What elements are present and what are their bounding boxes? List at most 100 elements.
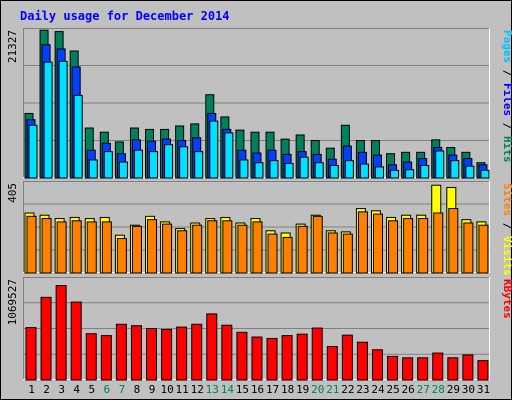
bar-sites-day-11 — [177, 230, 188, 274]
x-tick-label: 13 — [206, 383, 219, 396]
bar-pages-day-6 — [103, 151, 113, 179]
bar-pages-day-11 — [179, 146, 189, 179]
bar-sites-day-15 — [237, 224, 248, 274]
x-tick-label: 4 — [73, 383, 80, 396]
bar-sites-day-24 — [372, 213, 383, 274]
bar-kbytes-day-16 — [251, 336, 263, 381]
bar-sites-day-21 — [327, 232, 338, 274]
bar-sites-day-1 — [26, 215, 37, 274]
bar-sites-day-14 — [222, 220, 233, 274]
legend-part: Files — [501, 83, 512, 116]
bar-kbytes-day-9 — [146, 328, 158, 381]
bar-pages-day-23 — [359, 163, 369, 179]
plot-layer: 21327 Pages / Files / Hits 405 Sites / Visi… — [6, 28, 512, 381]
bar-pages-day-15 — [239, 159, 249, 179]
bar-kbytes-day-30 — [462, 354, 474, 381]
bar-pages-day-24 — [374, 166, 384, 179]
x-tick-label: 16 — [251, 383, 264, 396]
bar-kbytes-day-11 — [176, 326, 188, 381]
x-tick-label: 7 — [119, 383, 126, 396]
bar-kbytes-day-7 — [115, 323, 127, 381]
x-tick-label: 29 — [447, 383, 460, 396]
series-legend-label: Pages / Files / Hits — [501, 30, 512, 163]
bar-sites-day-19 — [297, 225, 308, 274]
bar-pages-day-12 — [194, 151, 204, 179]
bar-sites-day-8 — [131, 225, 142, 274]
y-max-label: 21327 — [6, 30, 19, 63]
x-tick-label: 15 — [236, 383, 249, 396]
bar-pages-day-20 — [314, 162, 324, 179]
x-tick-label: 6 — [104, 383, 111, 396]
legend-part: KBytes — [501, 279, 512, 319]
bar-pages-day-5 — [88, 159, 98, 179]
panel-top: 21327 Pages / Files / Hits — [6, 28, 512, 179]
bar-kbytes-day-31 — [477, 360, 489, 381]
bar-kbytes-day-22 — [341, 334, 353, 381]
bar-kbytes-day-10 — [161, 328, 173, 381]
x-axis-labels: 1 2 3 4 5 6 7 8 9 10 11 12 13 14 15 16 17 18 19 20 21 22 23 24 2… — [28, 383, 490, 396]
bar-pages-day-13 — [209, 120, 219, 179]
x-tick-label: 5 — [88, 383, 95, 396]
bar-sites-day-4 — [71, 220, 82, 274]
bar-kbytes-day-24 — [371, 349, 383, 381]
legend-part: / — [501, 63, 512, 83]
x-tick-label: 12 — [191, 383, 204, 396]
legend-part: / — [501, 216, 512, 236]
bar-kbytes-day-27 — [417, 357, 429, 381]
x-tick-label: 3 — [58, 383, 65, 396]
panel-middle: 405 Sites / Visits — [6, 181, 512, 276]
x-tick-label: 28 — [432, 383, 445, 396]
bar-kbytes-day-15 — [236, 331, 248, 381]
bar-kbytes-day-8 — [130, 325, 142, 381]
panel-bottom: 1069527 KBytes — [6, 277, 512, 381]
x-tick-label: 21 — [326, 383, 339, 396]
series-legend-label: KBytes — [501, 279, 512, 319]
x-tick-label: 25 — [386, 383, 399, 396]
x-tick-label: 30 — [462, 383, 475, 396]
bar-sites-day-5 — [86, 221, 97, 274]
series-legend-label: Sites / Visits — [501, 183, 512, 276]
bar-pages-day-28 — [435, 150, 445, 179]
bar-pages-day-1 — [28, 124, 38, 179]
bar-sites-day-31 — [478, 224, 489, 274]
bar-pages-day-14 — [224, 132, 234, 179]
bar-sites-day-27 — [418, 218, 429, 274]
bar-sites-day-29 — [448, 208, 459, 274]
x-tick-label: 31 — [477, 383, 490, 396]
bar-sites-day-23 — [357, 211, 368, 274]
bar-pages-day-27 — [420, 165, 430, 179]
bar-sites-day-2 — [41, 218, 52, 274]
x-tick-label: 17 — [266, 383, 279, 396]
bar-kbytes-day-20 — [311, 327, 323, 381]
bar-pages-day-10 — [164, 144, 174, 179]
bar-kbytes-day-29 — [447, 357, 459, 381]
bar-sites-day-9 — [147, 219, 158, 274]
y-max-label: 1069527 — [6, 279, 19, 325]
x-tick-label: 24 — [371, 383, 385, 396]
bar-kbytes-day-5 — [85, 333, 97, 381]
bar-pages-day-2 — [43, 61, 53, 179]
bar-kbytes-day-14 — [221, 324, 233, 381]
bar-pages-day-30 — [465, 165, 475, 179]
legend-part: Visits — [501, 236, 512, 276]
bar-sites-day-18 — [282, 236, 293, 274]
bar-kbytes-day-17 — [266, 337, 278, 381]
bar-kbytes-day-18 — [281, 335, 293, 381]
bar-kbytes-day-19 — [296, 333, 308, 381]
bar-pages-day-19 — [299, 156, 309, 179]
x-tick-label: 9 — [149, 383, 156, 396]
bar-sites-day-10 — [162, 223, 173, 274]
bar-kbytes-day-13 — [206, 313, 218, 381]
bar-kbytes-day-28 — [432, 352, 444, 381]
bar-sites-day-26 — [403, 218, 414, 274]
bar-sites-day-12 — [192, 224, 203, 274]
bar-kbytes-day-1 — [25, 327, 37, 381]
bar-kbytes-day-2 — [40, 296, 52, 381]
x-tick-label: 19 — [296, 383, 309, 396]
bar-pages-day-17 — [269, 160, 279, 179]
x-tick-label: 18 — [281, 383, 294, 396]
legend-part: Sites — [501, 183, 512, 216]
x-tick-label: 2 — [43, 383, 50, 396]
